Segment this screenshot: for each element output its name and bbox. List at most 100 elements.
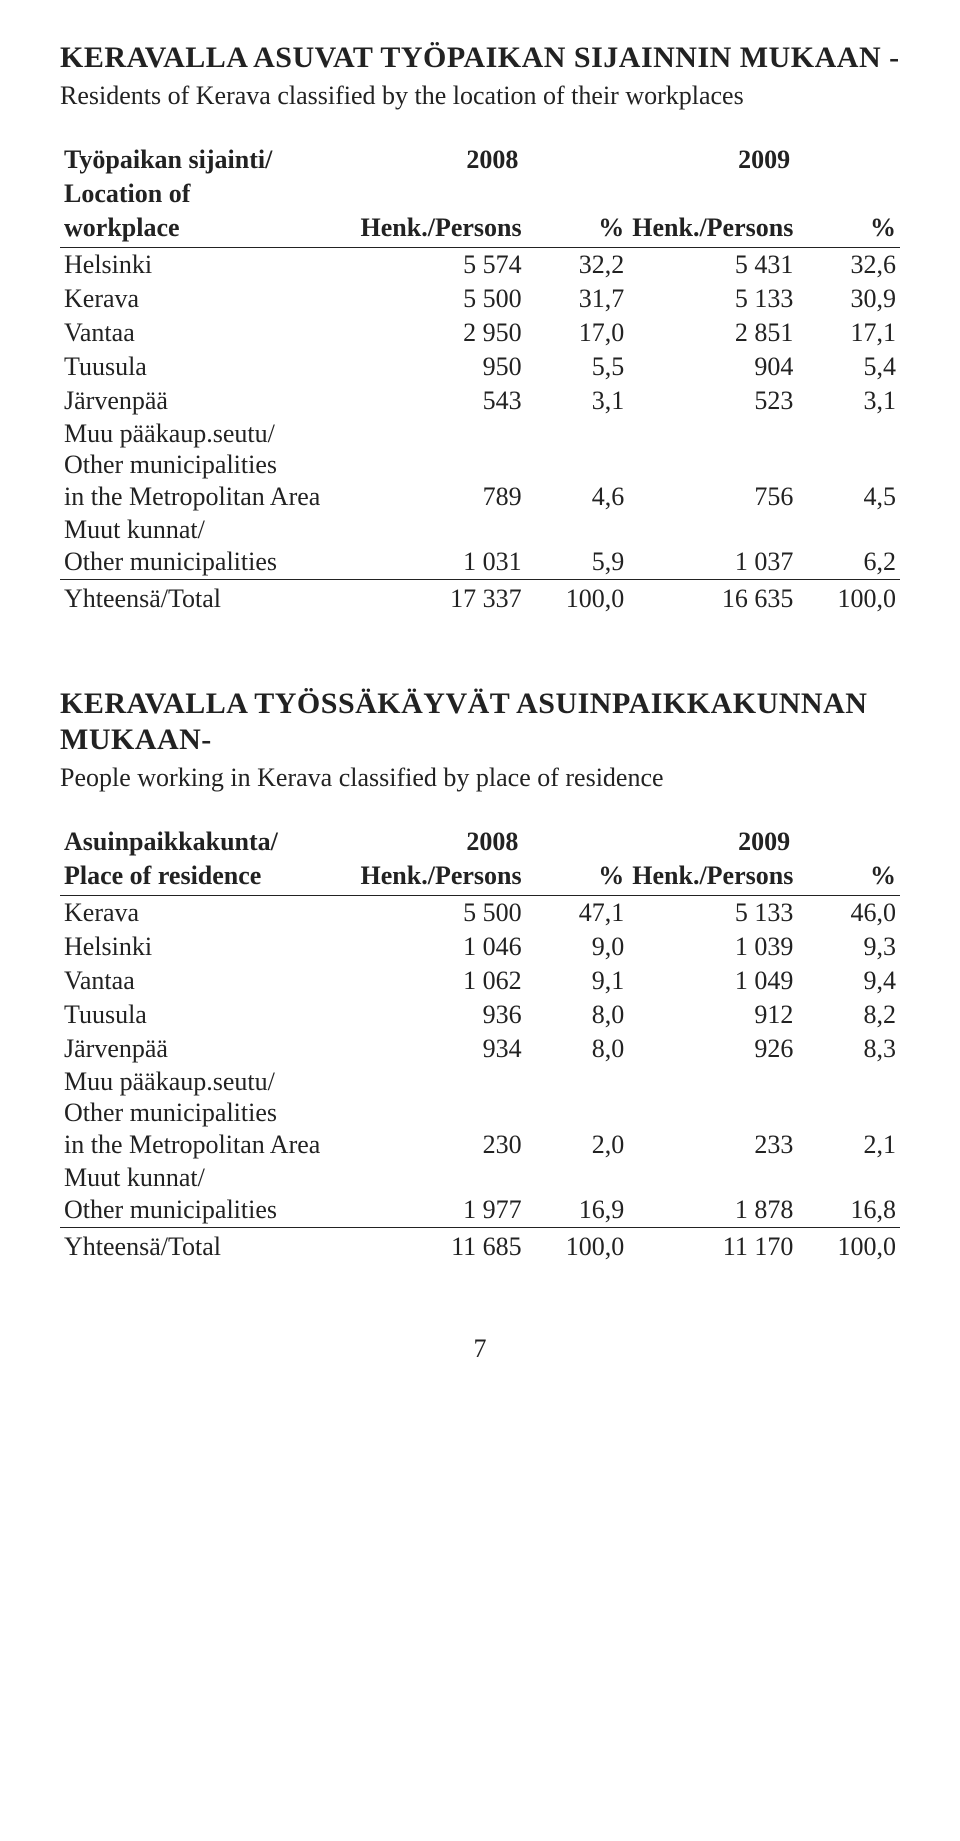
table-row-total: Yhteensä/Total11 685100,011 170100,0 bbox=[60, 1228, 900, 1265]
row-val2: 1 049 bbox=[628, 964, 797, 998]
table-row: Muu pääkaup.seutu/ bbox=[60, 418, 900, 449]
row-pct1: 31,7 bbox=[526, 282, 629, 316]
row-val1: 1 062 bbox=[357, 964, 526, 998]
table-row: in the Metropolitan Area2302,02332,1 bbox=[60, 1128, 900, 1162]
table-row: Other municipalities1 0315,91 0376,2 bbox=[60, 545, 900, 580]
row-val1: 17 337 bbox=[357, 580, 526, 617]
row-val1: 5 500 bbox=[357, 282, 526, 316]
row-val1: 934 bbox=[357, 1032, 526, 1066]
row-val2: 1 039 bbox=[628, 930, 797, 964]
header-row-stub1: Asuinpaikkakunta/ 2008 2009 bbox=[60, 825, 900, 859]
row-val1: 789 bbox=[357, 480, 526, 514]
table-row: Vantaa1 0629,11 0499,4 bbox=[60, 964, 900, 998]
stub-line1: Työpaikan sijainti/ bbox=[60, 143, 357, 177]
row-pct1: 9,0 bbox=[526, 930, 629, 964]
row-pct2: 4,5 bbox=[797, 480, 900, 514]
row-val2: 1 878 bbox=[628, 1193, 797, 1228]
table-row: Järvenpää9348,09268,3 bbox=[60, 1032, 900, 1066]
row-pct1: 5,5 bbox=[526, 350, 629, 384]
row-val2: 912 bbox=[628, 998, 797, 1032]
section1-title-main: KERAVALLA ASUVAT TYÖPAIKAN SIJAINNIN MUK… bbox=[60, 40, 900, 76]
row-pct1: 8,0 bbox=[526, 1032, 629, 1066]
row-val1: 230 bbox=[357, 1128, 526, 1162]
row-pct1: 9,1 bbox=[526, 964, 629, 998]
row-pct1: 5,9 bbox=[526, 545, 629, 580]
row-val1: 11 685 bbox=[357, 1228, 526, 1265]
row-label: Yhteensä/Total bbox=[60, 580, 357, 617]
stub-line1: Asuinpaikkakunta/ bbox=[60, 825, 357, 859]
row-val1: 936 bbox=[357, 998, 526, 1032]
section-place-of-residence: KERAVALLA TYÖSSÄKÄYVÄT ASUINPAIKKAKUNNAN… bbox=[60, 686, 900, 1264]
row-pct2: 6,2 bbox=[797, 545, 900, 580]
row-label: Muu pääkaup.seutu/ bbox=[60, 418, 357, 449]
stub-line2: Place of residence bbox=[60, 859, 357, 896]
stub-line2: Location of bbox=[60, 177, 357, 211]
row-val2: 5 133 bbox=[628, 282, 797, 316]
row-val1: 2 950 bbox=[357, 316, 526, 350]
row-val2: 756 bbox=[628, 480, 797, 514]
header-row-years: Työpaikan sijainti/ 2008 2009 bbox=[60, 143, 900, 177]
row-val2: 2 851 bbox=[628, 316, 797, 350]
row-label: Muut kunnat/ bbox=[60, 1162, 357, 1193]
row-pct2: 30,9 bbox=[797, 282, 900, 316]
row-label: Other municipalities bbox=[60, 1097, 357, 1128]
row-pct2: 3,1 bbox=[797, 384, 900, 418]
row-pct2: 5,4 bbox=[797, 350, 900, 384]
row-val1: 1 046 bbox=[357, 930, 526, 964]
row-label: Järvenpää bbox=[60, 1032, 357, 1066]
row-val2: 1 037 bbox=[628, 545, 797, 580]
header-pct1: % bbox=[526, 859, 629, 896]
row-pct2: 2,1 bbox=[797, 1128, 900, 1162]
table-row: Muut kunnat/ bbox=[60, 514, 900, 545]
row-pct2: 8,2 bbox=[797, 998, 900, 1032]
table-row: Other municipalities bbox=[60, 1097, 900, 1128]
header-val2: Henk./Persons bbox=[628, 211, 797, 248]
row-label: Kerava bbox=[60, 282, 357, 316]
row-pct2: 32,6 bbox=[797, 247, 900, 282]
header-val1: Henk./Persons bbox=[357, 211, 526, 248]
row-val1: 543 bbox=[357, 384, 526, 418]
table-row: Tuusula9368,09128,2 bbox=[60, 998, 900, 1032]
table-row-total: Yhteensä/Total17 337100,016 635100,0 bbox=[60, 580, 900, 617]
row-pct1: 17,0 bbox=[526, 316, 629, 350]
row-pct1: 32,2 bbox=[526, 247, 629, 282]
header-pct1: % bbox=[526, 211, 629, 248]
section2-title-sub: People working in Kerava classified by p… bbox=[60, 762, 900, 795]
row-label: Other municipalities bbox=[60, 545, 357, 580]
row-pct1: 100,0 bbox=[526, 580, 629, 617]
row-label: Yhteensä/Total bbox=[60, 1228, 357, 1265]
row-pct2: 46,0 bbox=[797, 895, 900, 930]
row-label: Helsinki bbox=[60, 247, 357, 282]
row-val2: 523 bbox=[628, 384, 797, 418]
row-val2: 233 bbox=[628, 1128, 797, 1162]
row-val1: 5 574 bbox=[357, 247, 526, 282]
row-pct1: 2,0 bbox=[526, 1128, 629, 1162]
table-row: Other municipalities bbox=[60, 449, 900, 480]
header-val2: Henk./Persons bbox=[628, 859, 797, 896]
row-val1: 950 bbox=[357, 350, 526, 384]
row-label: Muut kunnat/ bbox=[60, 514, 357, 545]
row-pct1: 16,9 bbox=[526, 1193, 629, 1228]
row-val1: 1 031 bbox=[357, 545, 526, 580]
row-label: Tuusula bbox=[60, 998, 357, 1032]
row-pct1: 8,0 bbox=[526, 998, 629, 1032]
row-pct1: 100,0 bbox=[526, 1228, 629, 1265]
row-pct2: 8,3 bbox=[797, 1032, 900, 1066]
row-label: Other municipalities bbox=[60, 449, 357, 480]
row-pct2: 100,0 bbox=[797, 580, 900, 617]
section-workplace-location: KERAVALLA ASUVAT TYÖPAIKAN SIJAINNIN MUK… bbox=[60, 40, 900, 616]
row-pct2: 9,3 bbox=[797, 930, 900, 964]
row-pct2: 16,8 bbox=[797, 1193, 900, 1228]
row-pct1: 4,6 bbox=[526, 480, 629, 514]
table-row: Vantaa2 95017,02 85117,1 bbox=[60, 316, 900, 350]
section1-table: Työpaikan sijainti/ 2008 2009 Location o… bbox=[60, 143, 900, 617]
table-row: in the Metropolitan Area7894,67564,5 bbox=[60, 480, 900, 514]
header-row-stub2: Location of bbox=[60, 177, 900, 211]
header-pct2: % bbox=[797, 211, 900, 248]
section2-title-main: KERAVALLA TYÖSSÄKÄYVÄT ASUINPAIKKAKUNNAN… bbox=[60, 686, 900, 758]
row-label: in the Metropolitan Area bbox=[60, 480, 357, 514]
row-val2: 904 bbox=[628, 350, 797, 384]
table-row: Järvenpää5433,15233,1 bbox=[60, 384, 900, 418]
row-val2: 5 133 bbox=[628, 895, 797, 930]
header-year2: 2009 bbox=[628, 143, 900, 177]
